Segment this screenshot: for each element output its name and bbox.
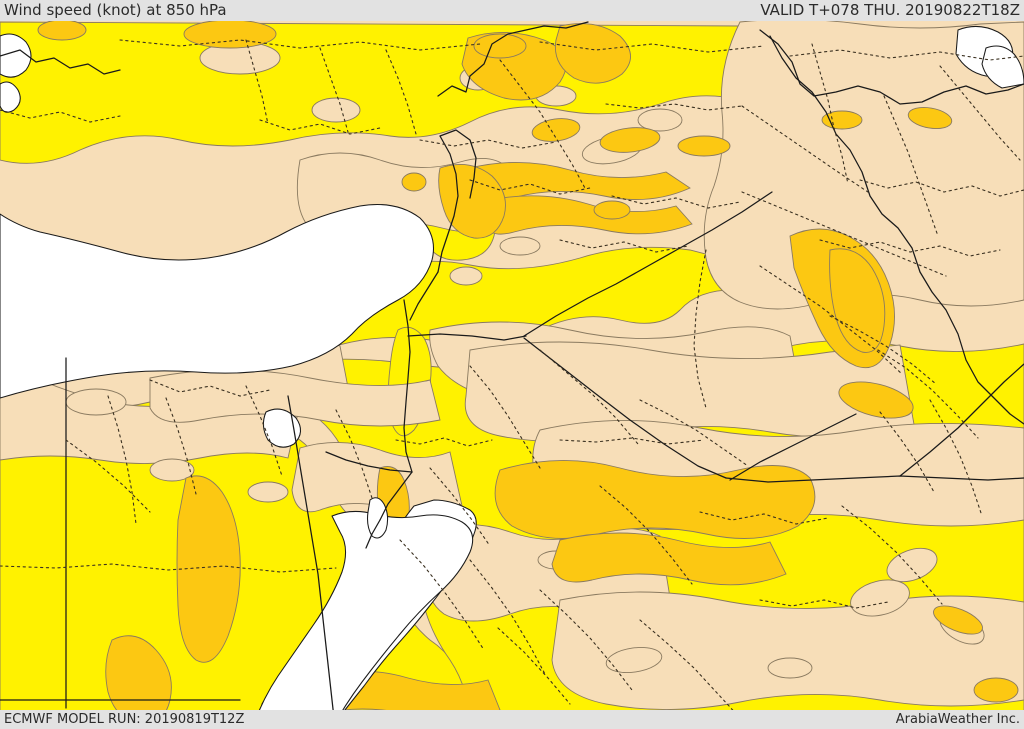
administrative-borders xyxy=(0,39,1024,719)
fill-band-gold xyxy=(37,19,1019,725)
water-bodies xyxy=(0,25,1024,729)
model-run-label: ECMWF MODEL RUN: 20190819T12Z xyxy=(4,712,245,727)
map-header-bar: Wind speed (knot) at 850 hPa VALID T+078… xyxy=(0,0,1024,21)
page-title: Wind speed (knot) at 850 hPa xyxy=(4,1,227,19)
international-borders xyxy=(0,21,1024,719)
mediterranean-sea xyxy=(0,203,435,399)
map-footer-bar: ECMWF MODEL RUN: 20190819T12Z ArabiaWeat… xyxy=(0,710,1024,729)
valid-time-label: VALID T+078 THU. 20190822T18Z xyxy=(760,1,1020,19)
attribution-label: ArabiaWeather Inc. xyxy=(895,712,1020,727)
